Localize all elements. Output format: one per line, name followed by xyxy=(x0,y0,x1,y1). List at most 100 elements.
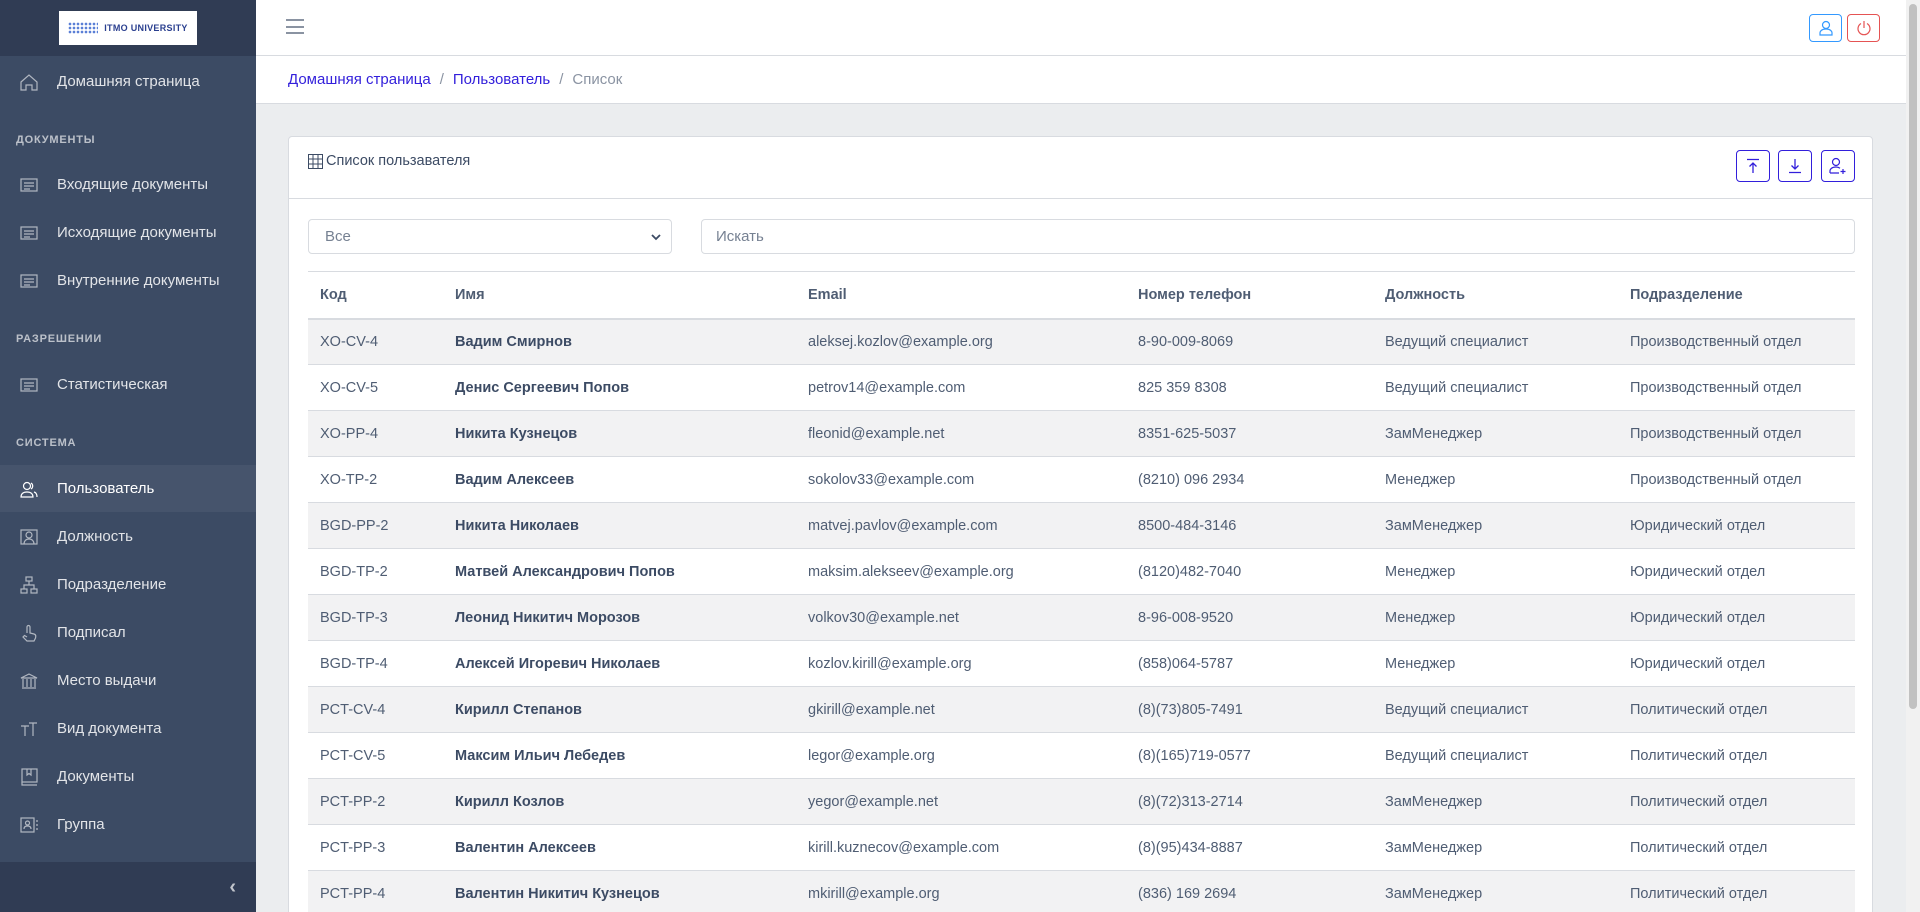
chevron-left-icon: ‹ xyxy=(229,875,236,898)
sidebar-item[interactable]: Должность xyxy=(0,513,256,560)
sidebar-item[interactable]: Внутренние документы xyxy=(0,257,256,304)
breadcrumb-home[interactable]: Домашняя страница xyxy=(288,71,431,88)
name-cell: Валентин Никитич Кузнецов xyxy=(443,870,796,912)
doc-icon xyxy=(18,174,40,196)
table-row[interactable]: PCT-CV-4 Кирилл Степанов gkirill@example.n… xyxy=(308,686,1855,733)
sidebar-item-label: Документы xyxy=(57,768,135,785)
code-cell: PCT-PP-4 xyxy=(308,870,443,912)
table-row[interactable]: XO-PP-4 Никита Кузнецов fleonid@example.ne… xyxy=(308,410,1855,457)
user-icon xyxy=(1818,20,1833,36)
department-cell: Политический отдел xyxy=(1618,824,1855,871)
sidebar-item[interactable]: Домашняя страница xyxy=(0,58,256,105)
table-row[interactable]: XO-CV-4 Вадим Смирнов aleksej.kozlov@examp… xyxy=(308,318,1855,365)
breadcrumb-separator: / xyxy=(439,71,444,88)
sidebar-item[interactable]: Подписал xyxy=(0,609,256,656)
table-row[interactable]: PCT-PP-3 Валентин Алексеев kirill.kuznecov… xyxy=(308,824,1855,871)
sidebar-section-title: ДОКУМЕНТЫ xyxy=(16,134,96,146)
email-cell: aleksej.kozlov@example.org xyxy=(796,318,1126,365)
position-cell: ЗамМенеджер xyxy=(1373,778,1618,825)
table-row[interactable]: PCT-PP-4 Валентин Никитич Кузнецов mkirill… xyxy=(308,870,1855,912)
card-title: Список пользавателя xyxy=(308,153,470,169)
position-cell: Ведущий специалист xyxy=(1373,686,1618,733)
phone-cell: (858)064-5787 xyxy=(1126,640,1373,687)
logo-mark xyxy=(68,22,99,34)
table-row[interactable]: BGD-PP-2 Никита Николаев matvej.pavlov@exa… xyxy=(308,502,1855,549)
table-row[interactable]: PCT-CV-5 Максим Ильич Лебедев legor@exampl… xyxy=(308,732,1855,779)
name-cell: Денис Сергеевич Попов xyxy=(443,364,796,411)
sitemap-icon xyxy=(18,574,40,596)
column-header[interactable]: Номер телефон xyxy=(1126,271,1373,320)
phone-cell: (8120)482-7040 xyxy=(1126,548,1373,595)
chevron-down-icon xyxy=(651,234,661,241)
position-cell: Менеджер xyxy=(1373,594,1618,641)
table-header-row: Код Имя Email Номер телефон Должность Подразд… xyxy=(308,271,1855,320)
email-cell: legor@example.org xyxy=(796,732,1126,779)
code-cell: XO-PP-4 xyxy=(308,410,443,457)
table-row[interactable]: BGD-TP-4 Алексей Игоревич Николаев kozlov.… xyxy=(308,640,1855,687)
sidebar-item-label: Домашняя страница xyxy=(57,73,200,90)
breadcrumb-users[interactable]: Пользователь xyxy=(452,71,551,88)
sidebar-item[interactable]: Статистическая xyxy=(0,361,256,408)
users-table: Код Имя Email Номер телефон Должность Подразд… xyxy=(308,271,1855,912)
download-button[interactable] xyxy=(1778,150,1812,182)
filter-select[interactable]: Все xyxy=(308,219,672,254)
position-cell: ЗамМенеджер xyxy=(1373,502,1618,549)
book-icon xyxy=(18,766,40,788)
add-user-button[interactable] xyxy=(1821,150,1855,182)
name-cell: Валентин Алексеев xyxy=(443,824,796,871)
upload-button[interactable] xyxy=(1736,150,1770,182)
email-cell: sokolov33@example.com xyxy=(796,456,1126,503)
sidebar-section-title: СИСТЕМА xyxy=(16,437,77,449)
doc-icon xyxy=(18,222,40,244)
search-input[interactable] xyxy=(701,219,1855,254)
sidebar-item-label: Вид документа xyxy=(57,720,162,737)
table-row[interactable]: XO-TP-2 Вадим Алексеев sokolov33@example.c… xyxy=(308,456,1855,503)
table-row[interactable]: PCT-PP-2 Кирилл Козлов yegor@example.net (8… xyxy=(308,778,1855,825)
column-header[interactable]: Email xyxy=(796,271,1126,320)
phone-cell: (8)(73)805-7491 xyxy=(1126,686,1373,733)
code-cell: XO-TP-2 xyxy=(308,456,443,503)
table-row[interactable]: BGD-TP-3 Леонид Никитич Морозов volkov30@e… xyxy=(308,594,1855,641)
top-header xyxy=(256,0,1906,56)
table-row[interactable]: XO-CV-5 Денис Сергеевич Попов petrov14@exa… xyxy=(308,364,1855,411)
column-header[interactable]: Имя xyxy=(443,271,796,320)
sidebar-item-label: Должность xyxy=(57,528,133,545)
text-icon xyxy=(18,718,40,740)
column-header[interactable]: Подразделение xyxy=(1618,271,1855,320)
name-cell: Леонид Никитич Морозов xyxy=(443,594,796,641)
sidebar-item[interactable]: Вид документа xyxy=(0,705,256,752)
download-icon xyxy=(1789,159,1801,174)
itmo-logo[interactable]: ITMO UNIVERSITY xyxy=(59,11,197,45)
name-cell: Вадим Алексеев xyxy=(443,456,796,503)
table-row[interactable]: BGD-TP-2 Матвей Александрович Попов maksim… xyxy=(308,548,1855,595)
sidebar-collapse-button[interactable]: ‹ xyxy=(0,862,256,912)
sidebar-item[interactable]: Место выдачи xyxy=(0,657,256,704)
upload-icon xyxy=(1747,158,1759,173)
logout-button[interactable] xyxy=(1847,14,1880,42)
profile-button[interactable] xyxy=(1809,14,1842,42)
email-cell: volkov30@example.net xyxy=(796,594,1126,641)
department-cell: Политический отдел xyxy=(1618,778,1855,825)
email-cell: gkirill@example.net xyxy=(796,686,1126,733)
sidebar-item-label: Внутренние документы xyxy=(57,272,220,289)
sidebar-item[interactable]: Документы xyxy=(0,753,256,800)
sidebar-item[interactable]: Подразделение xyxy=(0,561,256,608)
page-scrollbar[interactable] xyxy=(1906,0,1920,912)
position-cell: Ведущий специалист xyxy=(1373,732,1618,779)
column-header[interactable]: Код xyxy=(308,271,443,320)
scrollbar-thumb[interactable] xyxy=(1909,4,1917,709)
hand-icon xyxy=(18,622,40,644)
code-cell: BGD-TP-2 xyxy=(308,548,443,595)
sidebar-item[interactable]: Группа xyxy=(0,801,256,848)
column-header[interactable]: Должность xyxy=(1373,271,1618,320)
menu-toggle-icon[interactable] xyxy=(286,19,304,34)
sidebar-item[interactable]: Исходящие документы xyxy=(0,209,256,256)
email-cell: matvej.pavlov@example.com xyxy=(796,502,1126,549)
card-header: Список пользавателя xyxy=(289,137,1872,199)
sidebar-item-label: Подразделение xyxy=(57,576,167,593)
position-cell: ЗамМенеджер xyxy=(1373,824,1618,871)
email-cell: kirill.kuznecov@example.com xyxy=(796,824,1126,871)
sidebar-item[interactable]: Входящие документы xyxy=(0,161,256,208)
sidebar-item[interactable]: Пользователь xyxy=(0,465,256,512)
doc-icon xyxy=(18,270,40,292)
